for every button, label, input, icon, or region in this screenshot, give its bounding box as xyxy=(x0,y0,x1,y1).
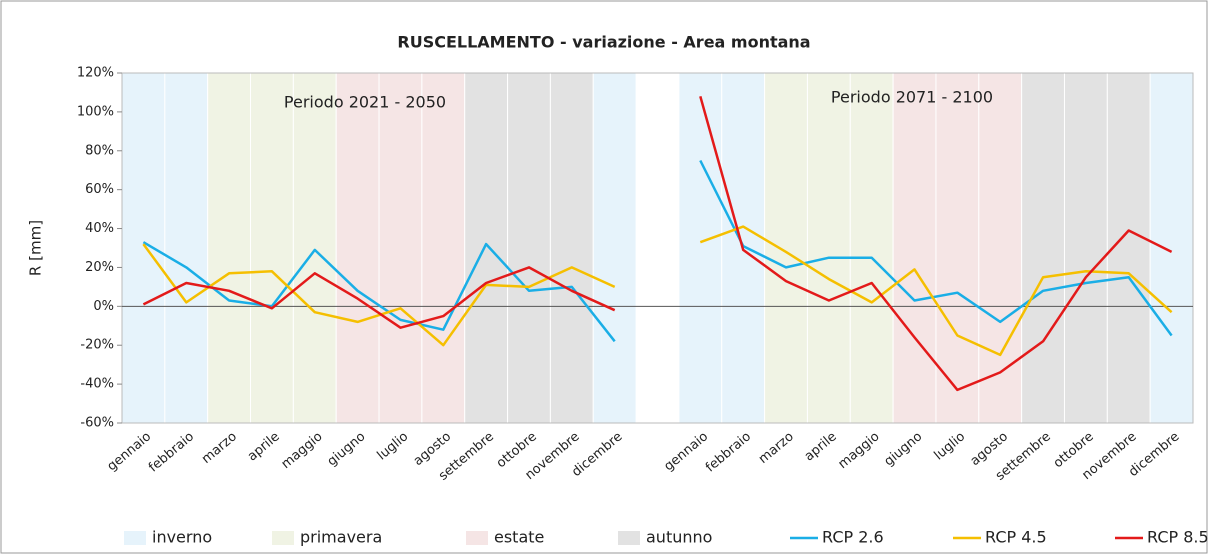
season-band xyxy=(592,72,637,424)
chart-title: RUSCELLAMENTO - variazione - Area montan… xyxy=(397,33,810,52)
season-band xyxy=(978,72,1023,424)
annotation: Periodo 2021 - 2050 xyxy=(284,93,446,112)
y-tick-label: -60% xyxy=(80,416,114,431)
y-tick-label: 60% xyxy=(85,182,114,197)
season-band xyxy=(1063,72,1108,424)
season-band xyxy=(250,72,294,424)
season-band xyxy=(806,72,851,424)
legend-swatch xyxy=(272,531,294,545)
y-tick-label: -40% xyxy=(80,377,114,392)
legend-label: inverno xyxy=(152,528,212,547)
legend-label: RCP 4.5 xyxy=(985,528,1047,547)
season-band xyxy=(549,72,594,424)
y-tick-label: -20% xyxy=(80,338,114,353)
series-line xyxy=(142,95,1173,392)
legend-label: autunno xyxy=(646,528,712,547)
legend-swatch xyxy=(618,531,640,545)
series-line xyxy=(142,225,1173,357)
season-band xyxy=(292,72,337,424)
legend-label: RCP 2.6 xyxy=(822,528,884,547)
season-band xyxy=(1149,72,1194,424)
season-band xyxy=(378,72,423,424)
legend-swatch xyxy=(466,531,488,545)
season-band xyxy=(1106,72,1151,424)
season-band xyxy=(421,72,466,424)
season-band xyxy=(164,72,209,424)
season-band xyxy=(335,72,380,424)
legend-label: estate xyxy=(494,528,544,547)
y-tick-label: 80% xyxy=(85,143,114,158)
season-band xyxy=(464,72,509,424)
annotation: Periodo 2071 - 2100 xyxy=(831,88,993,107)
legend-label: RCP 8.5 xyxy=(1147,528,1209,547)
season-band xyxy=(849,72,894,424)
y-tick-label: 0% xyxy=(93,299,114,314)
legend-label: primavera xyxy=(300,528,382,547)
season-band xyxy=(507,72,551,424)
legend-swatch xyxy=(124,531,146,545)
season-band xyxy=(892,72,937,424)
season-band xyxy=(207,72,252,424)
y-axis-label: R [mm] xyxy=(27,220,45,276)
series-line xyxy=(142,159,1173,343)
y-tick-label: 20% xyxy=(85,260,114,275)
season-band xyxy=(1021,72,1065,424)
season-band xyxy=(121,72,166,424)
y-tick-label: 100% xyxy=(77,104,114,119)
season-band xyxy=(764,72,808,424)
y-tick-label: 120% xyxy=(77,66,114,81)
season-band xyxy=(678,72,723,424)
plot-border xyxy=(121,72,1194,424)
y-tick-label: 40% xyxy=(85,221,114,236)
